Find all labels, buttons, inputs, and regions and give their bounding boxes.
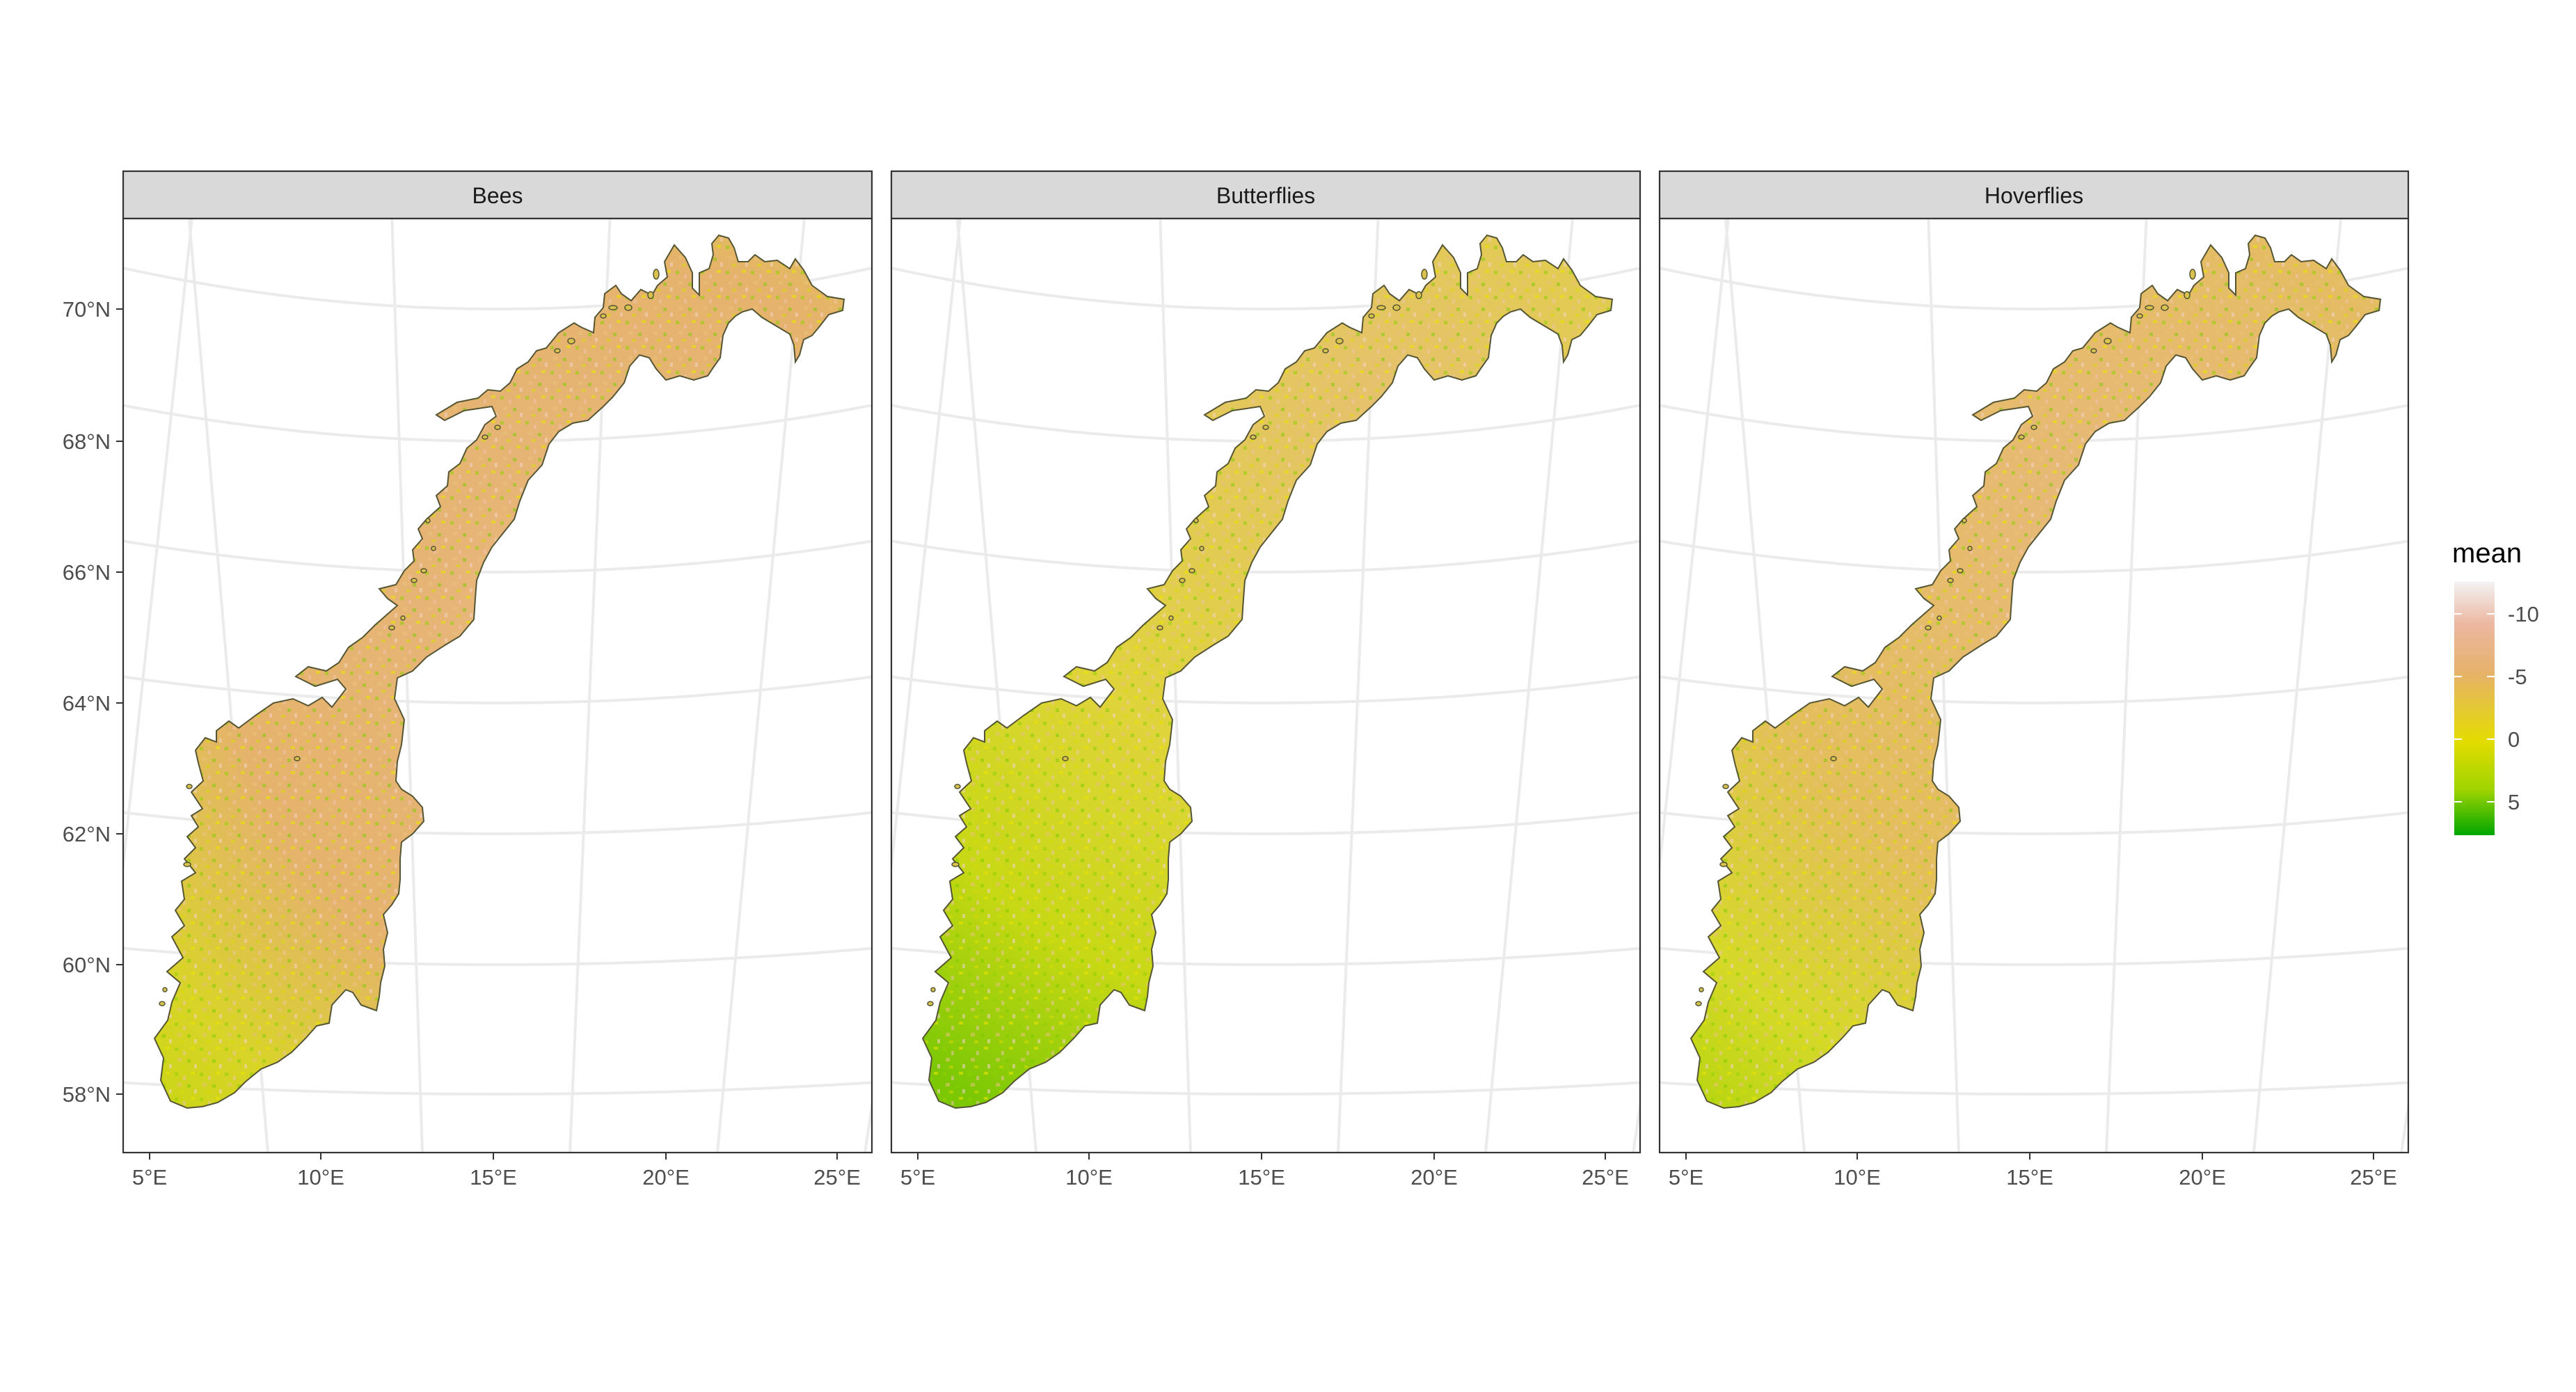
x-tick-label: 5°E [900,1165,935,1189]
facet-title: Hoverflies [1985,183,2083,208]
x-tick-label: 20°E [642,1165,690,1189]
x-tick-label: 15°E [470,1165,517,1189]
x-tick-label: 10°E [297,1165,344,1189]
x-tick-label: 15°E [2006,1165,2053,1189]
facet-strip [122,170,873,220]
norway-raster [153,234,845,1109]
legend-colorbar [2454,582,2495,835]
legend: mean -10 -5 0 5 [2452,538,2539,835]
facet-strip [1658,170,2410,220]
x-tick-label: 10°E [1834,1165,1881,1189]
y-tick-label: 60°N [63,953,111,977]
x-tick-label: 25°E [813,1165,861,1189]
panel-border [1658,217,2410,1154]
norway-raster [1689,234,2382,1109]
x-tick-label: 5°E [132,1165,167,1189]
norway-raster [921,234,1614,1109]
panel-border [890,217,1641,1154]
legend-tick-label: 5 [2508,790,2520,814]
x-tick-label: 10°E [1065,1165,1113,1189]
facet-panel-butterflies: Butterflies 5°E 10°E 15°E 20°E 25°E [890,170,1641,1189]
panel-border [122,217,873,1154]
x-tick-label: 25°E [1582,1165,1629,1189]
x-tick-label: 20°E [1410,1165,1458,1189]
y-tick-label: 66°N [63,560,111,585]
facet-strip [890,170,1641,220]
legend-tick-label: -10 [2508,602,2539,626]
facet-panel-bees: Bees 5°E 10°E 15°E 20°E 25°E 70°N 68°N 66°N 64°N 6… [63,170,873,1189]
legend-tick-label: -5 [2508,665,2527,689]
x-tick-label: 25°E [2350,1165,2397,1189]
y-tick-label: 68°N [63,429,111,454]
x-tick-label: 15°E [1238,1165,1285,1189]
x-tick-label: 20°E [2179,1165,2226,1189]
legend-title: mean [2452,538,2522,569]
y-tick-label: 70°N [63,297,111,322]
y-tick-label: 64°N [63,691,111,715]
facet-title: Butterflies [1216,183,1315,208]
facet-title: Bees [472,183,523,208]
legend-tick-label: 0 [2508,727,2520,752]
x-tick-label: 5°E [1669,1165,1703,1189]
y-tick-label: 58°N [63,1082,111,1107]
y-tick-label: 62°N [63,822,111,846]
facet-panel-hoverflies: Hoverflies 5°E 10°E 15°E 20°E 25°E [1658,170,2410,1189]
